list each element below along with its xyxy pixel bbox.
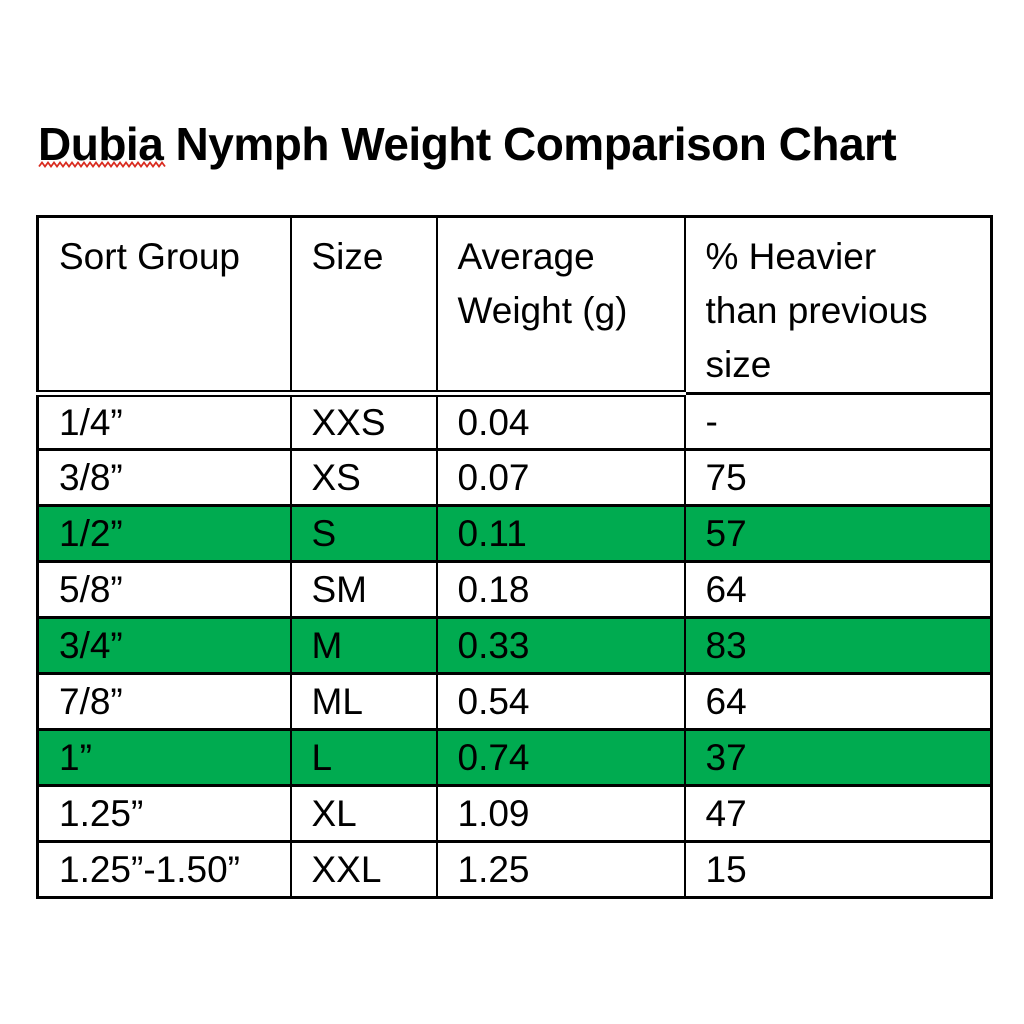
table-row: 3/4” M 0.33 83 <box>36 616 993 675</box>
table-row: 1” L 0.74 37 <box>36 728 993 787</box>
cell-size: XS <box>289 448 438 507</box>
title-misspelled-word-text: Dubia <box>38 118 164 170</box>
col-header-sort-group: Sort Group <box>36 215 292 397</box>
cell-avg-weight: 0.11 <box>435 504 686 563</box>
weight-comparison-table: Sort Group Size Average Weight (g) % Hea… <box>36 215 993 899</box>
cell-pct-heavier: 15 <box>683 840 993 899</box>
table-row: 1.25” XL 1.09 47 <box>36 784 993 843</box>
cell-size: XL <box>289 784 438 843</box>
cell-avg-weight: 0.74 <box>435 728 686 787</box>
table-row: 1/4” XXS 0.04- <box>36 392 993 451</box>
cell-sort-group: 3/4” <box>36 616 292 675</box>
cell-pct-heavier: 47 <box>683 784 993 843</box>
table-row: 5/8” SM 0.18 64 <box>36 560 993 619</box>
col-header-size: Size <box>289 215 438 397</box>
table-header: Sort Group Size Average Weight (g) % Hea… <box>36 215 993 397</box>
cell-avg-weight: 0.33 <box>435 616 686 675</box>
cell-pct-heavier: 37 <box>683 728 993 787</box>
cell-sort-group: 1.25” <box>36 784 292 843</box>
table-row: 3/8” XS 0.07 75 <box>36 448 993 507</box>
cell-pct-heavier: 64 <box>683 560 993 619</box>
cell-avg-weight: 1.25 <box>435 840 686 899</box>
cell-pct-heavier: 75 <box>683 448 993 507</box>
cell-avg-weight: 0.54 <box>435 672 686 731</box>
spellcheck-squiggle-icon <box>38 161 166 168</box>
cell-sort-group: 1.25”-1.50” <box>36 840 292 899</box>
cell-sort-group: 1/2” <box>36 504 292 563</box>
cell-pct-heavier: - <box>683 392 993 451</box>
cell-sort-group: 1/4” <box>36 392 292 451</box>
table-row: 1/2” S 0.11 57 <box>36 504 993 563</box>
cell-size: XXS <box>289 392 438 451</box>
cell-size: M <box>289 616 438 675</box>
table-row: 1.25”-1.50” XXL 1.25 15 <box>36 840 993 899</box>
table-row: 7/8” ML 0.54 64 <box>36 672 993 731</box>
col-header-average-weight: Average Weight (g) <box>435 215 686 397</box>
cell-avg-weight: 0.18 <box>435 560 686 619</box>
cell-sort-group: 7/8” <box>36 672 292 731</box>
col-header-pct-heavier: % Heavier than previous size <box>683 215 993 395</box>
title-misspelled-word: Dubia <box>38 116 166 172</box>
cell-pct-heavier: 64 <box>683 672 993 731</box>
table-body: 1/4” XXS 0.04-3/8” XS 0.07 75 1/2” S 0.11 57 5/8” S… <box>36 392 993 899</box>
cell-size: S <box>289 504 438 563</box>
cell-avg-weight: 0.07 <box>435 448 686 507</box>
cell-sort-group: 1” <box>36 728 292 787</box>
title-rest: Nymph Weight Comparison Chart <box>163 118 897 170</box>
page-title: Dubia Nymph Weight Comparison Chart <box>38 116 897 172</box>
header-row: Sort Group Size Average Weight (g) % Hea… <box>36 215 993 397</box>
cell-size: SM <box>289 560 438 619</box>
cell-size: ML <box>289 672 438 731</box>
cell-avg-weight: 1.09 <box>435 784 686 843</box>
cell-pct-heavier: 57 <box>683 504 993 563</box>
cell-sort-group: 3/8” <box>36 448 292 507</box>
cell-pct-heavier: 83 <box>683 616 993 675</box>
cell-avg-weight: 0.04 <box>435 392 686 451</box>
cell-sort-group: 5/8” <box>36 560 292 619</box>
cell-size: L <box>289 728 438 787</box>
cell-size: XXL <box>289 840 438 899</box>
